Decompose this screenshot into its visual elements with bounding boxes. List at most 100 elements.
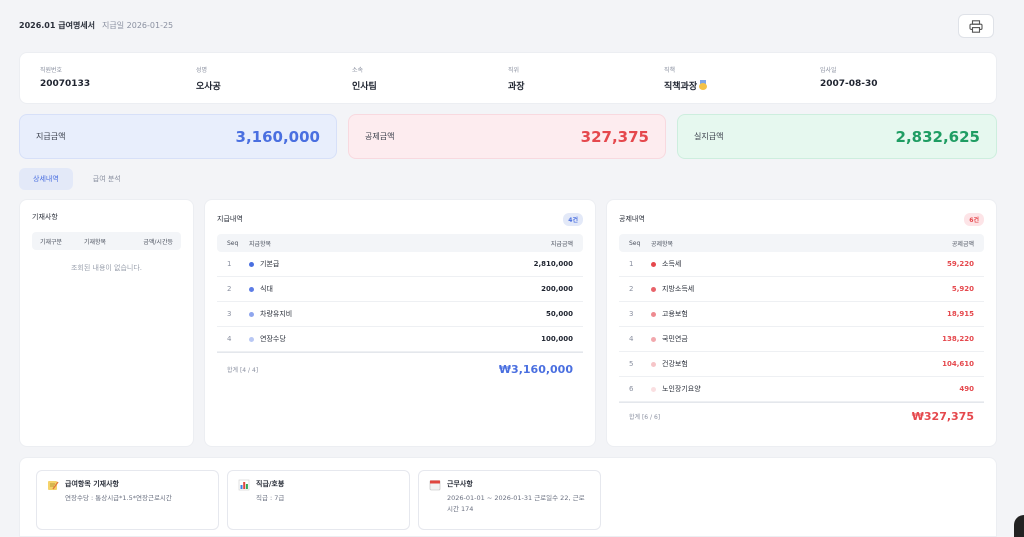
info-label: 소속	[352, 67, 364, 74]
info-name: 성명 오사공	[196, 65, 352, 92]
row-dot	[651, 336, 656, 342]
col-amount: 지급금액	[550, 240, 573, 248]
note-title: 급여항목 기재사항	[65, 480, 119, 488]
row-dot	[249, 311, 254, 317]
deductions-row: 4 국민연금 138,220	[619, 327, 984, 352]
row-amount: 18,915	[946, 310, 974, 318]
row-seq: 6	[629, 385, 634, 393]
row-seq: 5	[629, 360, 634, 368]
row-amount: 490	[959, 385, 974, 393]
row-seq: 3	[227, 310, 232, 318]
row-amount: 5,920	[951, 285, 974, 293]
deductions-rows: 1 소득세 59,220 2 지방소득세 5,920 3 고용보험 18,915 4 국민연금 138…	[619, 252, 984, 402]
payments-count: 합계 [4 / 4]	[227, 367, 259, 374]
col-item: 공제항목	[651, 240, 674, 248]
info-employee-no: 직원번호 20070133	[40, 65, 196, 91]
deductions-panel: 공제내역 6건 Seq 공제항목 공제금액 1 소득세 59,220 2 지방소득세 5,…	[606, 199, 997, 447]
note-attendance: 근무사항 2026-01-01 ~ 2026-01-31 근로일수 22, 근로…	[418, 470, 601, 530]
payments-total: ₩3,160,000	[498, 363, 573, 376]
calendar-icon	[429, 480, 441, 491]
deductions-title: 공제내역	[619, 215, 645, 223]
memo-icon	[48, 481, 59, 490]
page-title: 2026.01 급여명세서	[19, 20, 96, 30]
payments-table-header: Seq 지급항목 지급금액	[217, 234, 583, 252]
row-amount: 138,220	[942, 335, 974, 343]
info-label: 직원번호	[40, 67, 63, 74]
tab-bar: 상세내역 급여 분석	[19, 168, 135, 190]
payments-rows: 1 기본급 2,810,000 2 식대 200,000 3 차량유지비 50,000 4 연장수당…	[217, 252, 583, 352]
payments-row: 2 식대 200,000	[217, 277, 583, 302]
row-item-label: 고용보험	[662, 310, 688, 318]
note-title: 근무사항	[447, 480, 473, 488]
payments-title: 지급내역	[217, 215, 243, 223]
deductions-footer: 합계 [6 / 6] ₩327,375	[619, 402, 984, 430]
net-pay-label: 실지급액	[694, 132, 724, 141]
info-value: 오사공	[196, 82, 221, 92]
net-pay-summary: 실지급액 2,832,625	[677, 114, 997, 159]
entries-panel: 기재사항 기재구분 기재항목 금액/시간등 조회된 내용이 없습니다.	[19, 199, 194, 447]
notes-panel: 급여항목 기재사항 연장수당 : 통상시급*1.5*연장근로시간 직급/호봉 직…	[19, 457, 997, 537]
entries-col-type: 기재구분	[40, 238, 63, 246]
note-grade: 직급/호봉 직급 : 7급	[227, 470, 410, 530]
row-dot	[651, 286, 656, 292]
payments-header: 지급내역 4건	[217, 212, 583, 226]
total-deduction-value: 327,375	[580, 127, 649, 146]
payments-row: 1 기본급 2,810,000	[217, 252, 583, 277]
info-department: 소속 인사팀	[352, 65, 508, 92]
row-dot	[249, 286, 254, 292]
total-pay-summary: 지급금액 3,160,000	[19, 114, 337, 159]
print-button[interactable]	[958, 14, 994, 38]
note-desc: 직급 : 7급	[256, 494, 285, 502]
row-dot	[249, 336, 254, 342]
deductions-table-header: Seq 공제항목 공제금액	[619, 234, 984, 252]
row-item-label: 지방소득세	[662, 285, 695, 293]
row-item: 건강보험	[651, 359, 942, 369]
row-item: 기본급	[249, 259, 534, 269]
col-amount: 공제금액	[951, 240, 974, 248]
row-seq: 4	[629, 335, 634, 343]
window-corner	[1014, 515, 1024, 537]
col-seq: Seq	[227, 239, 239, 247]
deductions-row: 5 건강보험 104,610	[619, 352, 984, 377]
row-item-label: 국민연금	[662, 335, 688, 343]
payments-row: 4 연장수당 100,000	[217, 327, 583, 352]
row-item-label: 노인장기요양	[662, 385, 701, 393]
deductions-row: 6 노인장기요양 490	[619, 377, 984, 402]
row-item-label: 기본급	[260, 260, 280, 268]
row-item-label: 연장수당	[260, 335, 286, 343]
payments-footer: 합계 [4 / 4] ₩3,160,000	[217, 352, 583, 386]
row-dot	[249, 261, 254, 267]
entries-col-item: 기재항목	[84, 238, 107, 246]
row-item: 식대	[249, 284, 541, 294]
row-item-label: 소득세	[662, 260, 682, 268]
row-dot	[651, 386, 656, 392]
info-value: 2007-08-30	[820, 79, 878, 89]
note-title: 직급/호봉	[256, 480, 285, 488]
row-amount: 100,000	[541, 335, 573, 343]
tab-pay-analysis[interactable]: 급여 분석	[92, 175, 121, 183]
row-dot	[651, 311, 656, 317]
deductions-header: 공제내역 6건	[619, 212, 984, 226]
tab-details[interactable]: 상세내역	[19, 168, 73, 190]
row-item: 소득세	[651, 259, 947, 269]
deductions-row: 3 고용보험 18,915	[619, 302, 984, 327]
info-label: 입사일	[820, 67, 837, 74]
row-item: 국민연금	[651, 334, 942, 344]
row-amount: 2,810,000	[533, 260, 573, 268]
row-item: 지방소득세	[651, 284, 952, 294]
pay-date: 지급일 2026-01-25	[102, 20, 174, 30]
info-join-date: 입사일 2007-08-30	[820, 65, 976, 91]
deductions-count-badge: 6건	[964, 212, 984, 226]
row-seq: 1	[227, 260, 232, 268]
row-seq: 2	[629, 285, 634, 293]
note-desc: 연장수당 : 통상시급*1.5*연장근로시간	[65, 494, 172, 502]
empty-message: 조회된 내용이 없습니다.	[70, 264, 143, 272]
row-seq: 3	[629, 310, 634, 318]
info-value: 20070133	[40, 79, 91, 89]
deductions-row: 1 소득세 59,220	[619, 252, 984, 277]
info-value: 직책과장	[664, 82, 698, 92]
col-seq: Seq	[629, 239, 641, 247]
row-seq: 2	[227, 285, 232, 293]
note-desc: 2026-01-01 ~ 2026-01-31 근로일수 22, 근로시간 17…	[447, 494, 585, 513]
row-item-label: 식대	[260, 285, 273, 293]
